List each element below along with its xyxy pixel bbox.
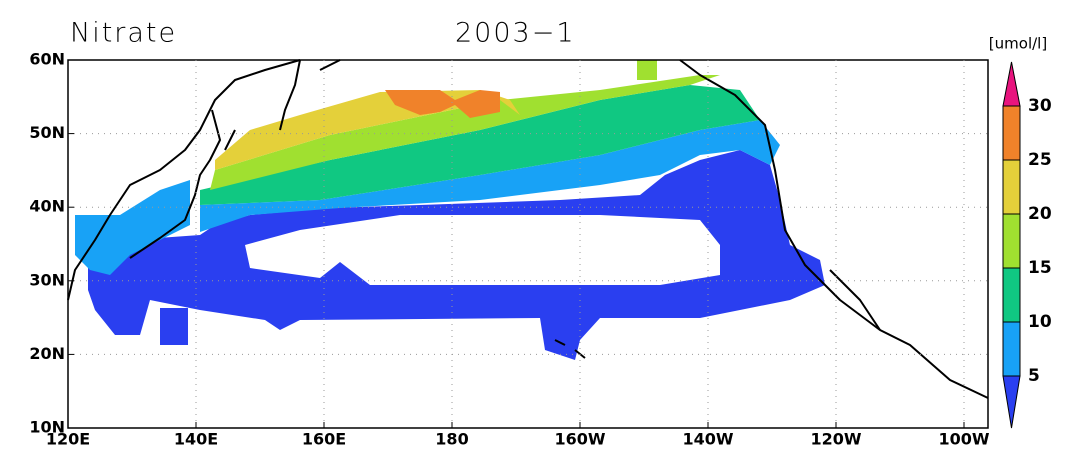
field-15-20 [210, 75, 720, 190]
lon-label: 120W [810, 430, 861, 449]
coast-baja [829, 269, 881, 331]
coast-america [679, 59, 989, 399]
lat-label: 10N [29, 418, 65, 437]
lat-label: 30N [29, 270, 65, 289]
lon-label: 160W [554, 430, 605, 449]
lat-label: 20N [29, 344, 65, 363]
coastlines [67, 59, 989, 399]
coast-kamchatka [279, 59, 341, 131]
colorbar-box [1002, 267, 1021, 323]
colorbar-box [1002, 321, 1021, 377]
field-lt5 [160, 308, 188, 345]
field-5-10 [200, 120, 780, 232]
field-10-15 [200, 85, 760, 205]
colorbar-label: 30 [1028, 96, 1052, 116]
colorbar-label: 20 [1028, 204, 1052, 224]
colorbar-label: 10 [1028, 312, 1052, 332]
lat-label: 50N [29, 123, 65, 142]
field-missing [245, 215, 720, 285]
lat-label: 60N [29, 50, 65, 69]
field-15-20 [637, 60, 657, 80]
lon-label: 140W [682, 430, 733, 449]
colorbar-under [1002, 375, 1021, 429]
coast-japan [129, 109, 236, 259]
lon-label: 100W [938, 430, 989, 449]
colorbar-label: 25 [1028, 150, 1052, 170]
colorbar-label: 5 [1028, 366, 1040, 386]
colorbar-over [1002, 61, 1021, 107]
map-frame [67, 59, 989, 429]
unit: [umol/l] [989, 35, 1047, 53]
field-5-10 [75, 180, 190, 275]
lon-label: 180 [435, 430, 468, 449]
colorbar-label: 15 [1028, 258, 1052, 278]
title: Nitrate [70, 18, 177, 49]
lon-label: 120E [46, 430, 90, 449]
colorbar-box [1002, 213, 1021, 269]
lon-label: 160E [302, 430, 346, 449]
lon-label: 140E [174, 430, 218, 449]
colorbar-box [1002, 105, 1021, 161]
date: 2003−1 [455, 18, 576, 49]
coast-asia [67, 59, 301, 301]
nitrate-field [75, 60, 825, 360]
colorbar-box [1002, 159, 1021, 215]
field-25-30 [385, 90, 500, 118]
lat-label: 40N [29, 197, 65, 216]
